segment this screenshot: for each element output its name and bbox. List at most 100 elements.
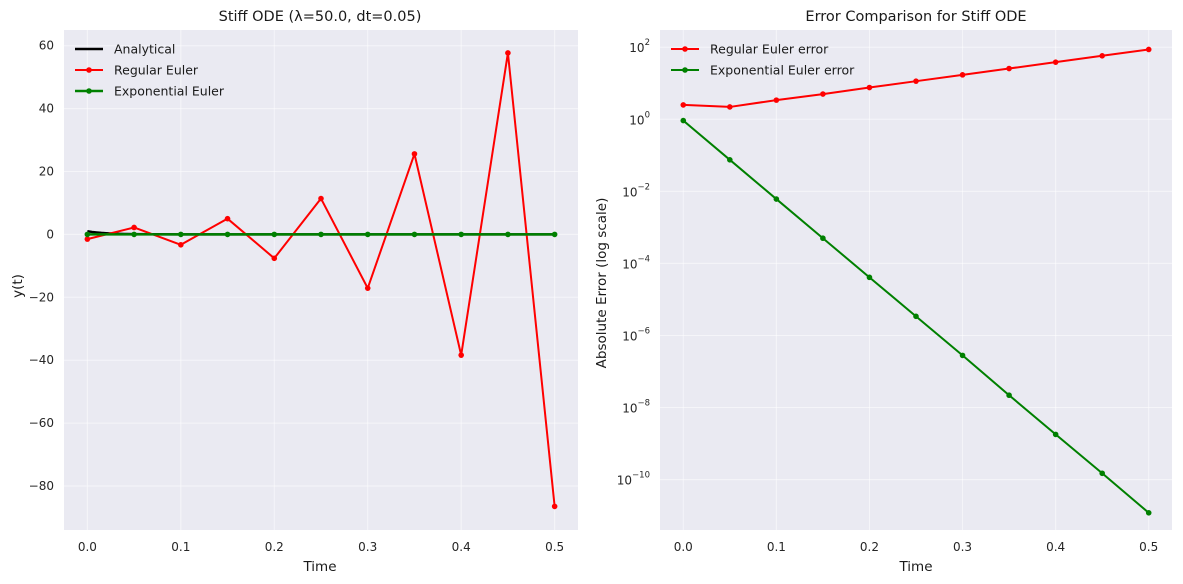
data-point: [1052, 431, 1059, 438]
y-tick-label: 40: [39, 102, 54, 116]
x-tick-label: 0.1: [171, 540, 190, 554]
legend-item: Regular Euler error: [671, 42, 829, 57]
data-point: [505, 50, 511, 56]
x-tick-label: 0.3: [358, 540, 377, 554]
x-tick-label: 0.5: [545, 540, 564, 554]
legend-item: Regular Euler: [75, 63, 199, 78]
data-point: [84, 236, 91, 242]
data-point: [551, 231, 558, 238]
data-point: [84, 231, 91, 238]
data-point: [271, 255, 278, 262]
series-exponential-euler: [84, 231, 558, 238]
legend-label: Regular Euler: [114, 63, 199, 78]
y-tick-label: 0: [46, 227, 54, 241]
x-tick-label: 0.5: [1139, 540, 1158, 554]
y-tick-label: 10−6: [622, 326, 650, 343]
panel-left: Stiff ODE (λ=50.0, dt=0.05) Time y(t) 0.…: [10, 9, 578, 575]
y-axis-label: Absolute Error (log scale): [594, 198, 610, 369]
data-point: [131, 224, 137, 231]
series-regular-euler-error: [680, 46, 1152, 110]
x-tick-label: 0.2: [265, 540, 284, 554]
chart-title: Error Comparison for Stiff ODE: [805, 9, 1026, 25]
y-tick-label: −20: [29, 290, 54, 304]
data-point: [727, 104, 733, 110]
legend-label: Analytical: [114, 42, 175, 57]
legend: Analytical Regular Euler Exponential Euler: [75, 42, 225, 99]
data-point: [364, 231, 371, 238]
y-tick-label: 10−8: [622, 399, 650, 416]
legend-label: Exponential Euler: [114, 84, 225, 99]
y-tick-label: −60: [29, 416, 54, 430]
series-exponential-euler-error: [680, 117, 1152, 516]
data-point: [913, 313, 919, 320]
data-point: [364, 285, 371, 291]
data-point: [318, 195, 324, 202]
data-point: [1145, 510, 1152, 516]
data-point: [458, 352, 464, 358]
y-axis-label: y(t): [10, 274, 26, 298]
x-tick-label: 0.2: [860, 540, 879, 554]
y-tick-label: 10−10: [617, 471, 650, 488]
data-point: [131, 231, 137, 238]
plot-area: [64, 30, 578, 530]
x-tick-label: 0.0: [674, 540, 693, 554]
data-point: [959, 352, 966, 359]
data-point: [1006, 65, 1012, 72]
legend-marker: [682, 46, 688, 52]
panel-right: Error Comparison for Stiff ODE Time Abso…: [594, 9, 1172, 575]
data-point: [913, 78, 919, 84]
y-tick-label: 10−4: [622, 254, 650, 271]
data-point: [271, 231, 278, 238]
data-point: [1099, 52, 1105, 59]
data-point: [680, 117, 687, 124]
y-tick-label: 102: [629, 38, 650, 55]
legend-label: Regular Euler error: [710, 42, 829, 57]
chart-title: Stiff ODE (λ=50.0, dt=0.05): [219, 9, 422, 25]
data-point: [505, 231, 511, 238]
legend-marker: [682, 67, 688, 73]
data-point: [1099, 470, 1105, 477]
x-tick-label: 0.0: [78, 540, 97, 554]
legend-marker: [86, 88, 92, 94]
legend-label: Exponential Euler error: [710, 63, 855, 78]
data-point: [820, 235, 826, 242]
data-point: [178, 231, 184, 238]
y-tick-label: 10−2: [622, 182, 650, 199]
x-tick-label: 0.4: [1046, 540, 1065, 554]
grid: [660, 30, 1172, 530]
data-point: [224, 231, 231, 238]
legend-item: Analytical: [75, 42, 175, 57]
x-tick-label: 0.1: [767, 540, 786, 554]
legend-item: Exponential Euler error: [671, 63, 855, 78]
data-point: [727, 157, 733, 163]
data-point: [866, 274, 873, 281]
data-point: [773, 196, 780, 202]
legend: Regular Euler error Exponential Euler err…: [671, 42, 855, 78]
y-tick-label: 20: [39, 165, 54, 179]
data-point: [1145, 46, 1152, 53]
y-tick-label: 60: [39, 39, 54, 53]
grid: [64, 30, 578, 530]
data-point: [680, 102, 687, 108]
legend-item: Exponential Euler: [75, 84, 225, 99]
data-point: [866, 84, 873, 91]
data-point: [820, 91, 826, 97]
y-tick-label: −40: [29, 353, 54, 367]
plot-area: [660, 30, 1172, 530]
x-axis-label: Time: [898, 559, 932, 575]
data-point: [224, 215, 231, 222]
y-tick-label: 100: [629, 110, 650, 127]
data-point: [551, 503, 558, 510]
x-tick-label: 0.4: [452, 540, 471, 554]
data-point: [458, 231, 464, 238]
series-regular-euler: [84, 50, 558, 510]
data-point: [411, 231, 418, 238]
data-point: [959, 72, 966, 78]
data-point: [411, 151, 418, 157]
data-point: [1052, 59, 1059, 65]
legend-marker: [86, 67, 92, 73]
x-tick-label: 0.3: [953, 540, 972, 554]
data-point: [1006, 392, 1012, 399]
y-tick-label: −80: [29, 479, 54, 493]
